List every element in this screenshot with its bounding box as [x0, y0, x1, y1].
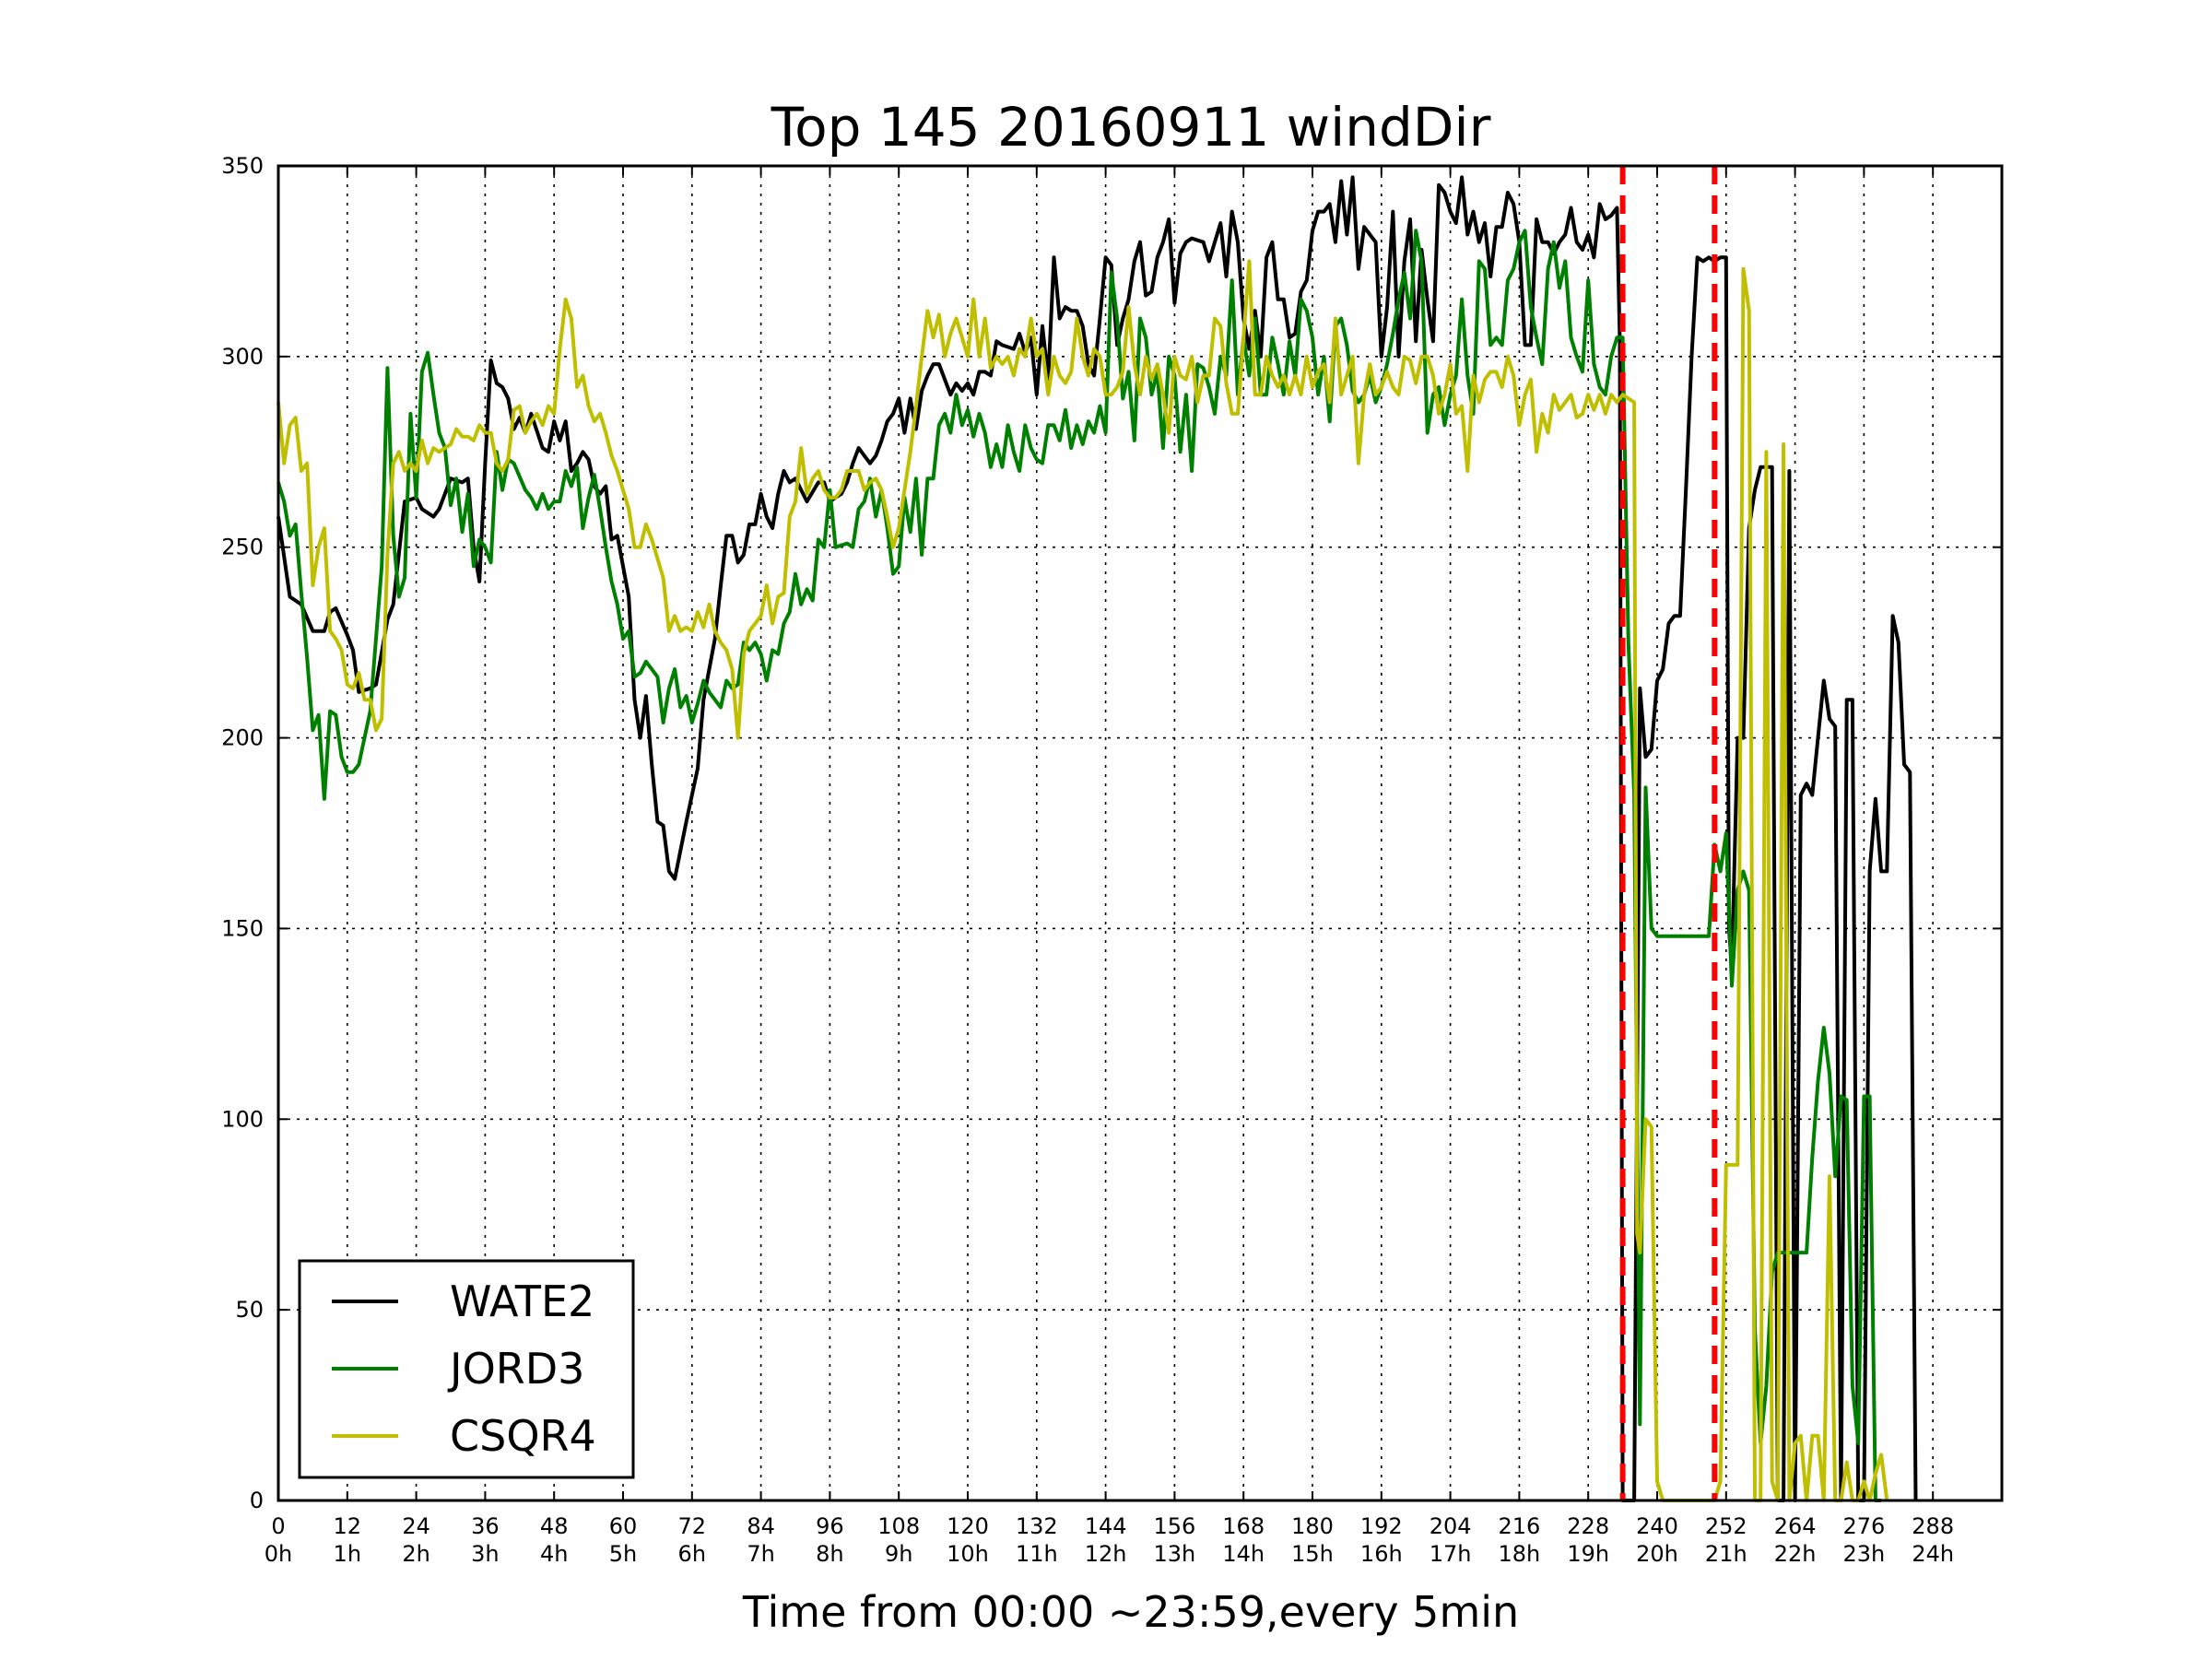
x-tick-label: 204 [1430, 1513, 1472, 1539]
x-tick-label: 36 [471, 1513, 500, 1539]
series-line-wate2 [276, 175, 1918, 1502]
x-tick-hour-label: 15h [1291, 1541, 1334, 1567]
x-tick-hour-label: 18h [1499, 1541, 1541, 1567]
y-tick-label: 350 [221, 153, 264, 179]
x-tick-hour-label: 21h [1705, 1541, 1747, 1567]
x-axis-label: Time from 00:00 ~23:59,every 5min [742, 1587, 1519, 1637]
event-markers [1619, 166, 1718, 1500]
x-tick-hour-label: 20h [1636, 1541, 1678, 1567]
series-lines [276, 175, 1918, 1502]
x-tick-hour-label: 4h [540, 1541, 568, 1567]
x-tick-hour-label: 12h [1085, 1541, 1127, 1567]
x-tick-hour-label: 11h [1016, 1541, 1058, 1567]
y-axis-ticks: 0 50 100 150 200 250 300 350 [221, 153, 2002, 1513]
x-tick-label: 48 [540, 1513, 569, 1539]
x-tick-hour-label: 24h [1912, 1541, 1954, 1567]
x-tick-hour-label: 5h [609, 1541, 637, 1567]
x-tick-label: 252 [1705, 1513, 1747, 1539]
x-tick-label: 12 [334, 1513, 362, 1539]
y-tick-label: 50 [235, 1297, 264, 1323]
series-line-csqr4 [276, 259, 1889, 1502]
x-tick-label: 288 [1912, 1513, 1954, 1539]
x-tick-hour-label: 6h [678, 1541, 706, 1567]
x-tick-hour-label: 9h [885, 1541, 912, 1567]
x-tick-hour-label: 17h [1430, 1541, 1472, 1567]
legend-label-csqr4: CSQR4 [450, 1411, 596, 1461]
chart-title: Top 145 20160911 windDir [771, 96, 1491, 159]
x-tick-hour-label: 2h [402, 1541, 429, 1567]
x-tick-label: 120 [947, 1513, 989, 1539]
x-tick-label: 0 [271, 1513, 285, 1539]
x-tick-label: 168 [1222, 1513, 1265, 1539]
x-tick-hour-label: 13h [1154, 1541, 1196, 1567]
x-tick-label: 60 [609, 1513, 638, 1539]
y-tick-label: 0 [250, 1488, 264, 1513]
x-tick-hour-label: 7h [747, 1541, 774, 1567]
plot-frame [276, 164, 2004, 1502]
x-tick-label: 96 [816, 1513, 844, 1539]
x-tick-label: 132 [1016, 1513, 1058, 1539]
legend-label-jord3: JORD3 [447, 1344, 584, 1394]
series-line-jord3 [276, 229, 1882, 1502]
x-tick-hour-label: 23h [1843, 1541, 1886, 1567]
x-tick-hour-label: 19h [1567, 1541, 1609, 1567]
x-tick-label: 108 [877, 1513, 920, 1539]
x-tick-hour-label: 16h [1360, 1541, 1403, 1567]
x-tick-label: 180 [1291, 1513, 1334, 1539]
x-tick-label: 264 [1774, 1513, 1817, 1539]
x-tick-hour-label: 0h [265, 1541, 292, 1567]
x-tick-label: 216 [1498, 1513, 1540, 1539]
x-tick-hour-label: 14h [1222, 1541, 1265, 1567]
x-tick-label: 240 [1636, 1513, 1678, 1539]
y-tick-label: 250 [221, 535, 264, 560]
x-tick-label: 72 [678, 1513, 707, 1539]
y-tick-label: 150 [221, 915, 264, 941]
legend-label-wate2: WATE2 [450, 1277, 594, 1326]
y-tick-label: 100 [221, 1106, 264, 1132]
x-tick-label: 228 [1567, 1513, 1609, 1539]
x-tick-label: 192 [1360, 1513, 1403, 1539]
x-tick-hour-label: 1h [334, 1541, 361, 1567]
x-tick-label: 84 [747, 1513, 775, 1539]
x-tick-hour-label: 8h [816, 1541, 843, 1567]
x-tick-label: 144 [1085, 1513, 1127, 1539]
y-tick-label: 300 [221, 344, 264, 370]
x-tick-hour-label: 3h [471, 1541, 499, 1567]
legend: WATE2 JORD3 CSQR4 [298, 1259, 635, 1479]
x-tick-label: 24 [402, 1513, 430, 1539]
x-tick-label: 156 [1153, 1513, 1195, 1539]
x-tick-hour-label: 10h [947, 1541, 989, 1567]
y-tick-label: 200 [221, 725, 264, 751]
x-tick-hour-label: 22h [1774, 1541, 1817, 1567]
x-tick-label: 276 [1842, 1513, 1885, 1539]
